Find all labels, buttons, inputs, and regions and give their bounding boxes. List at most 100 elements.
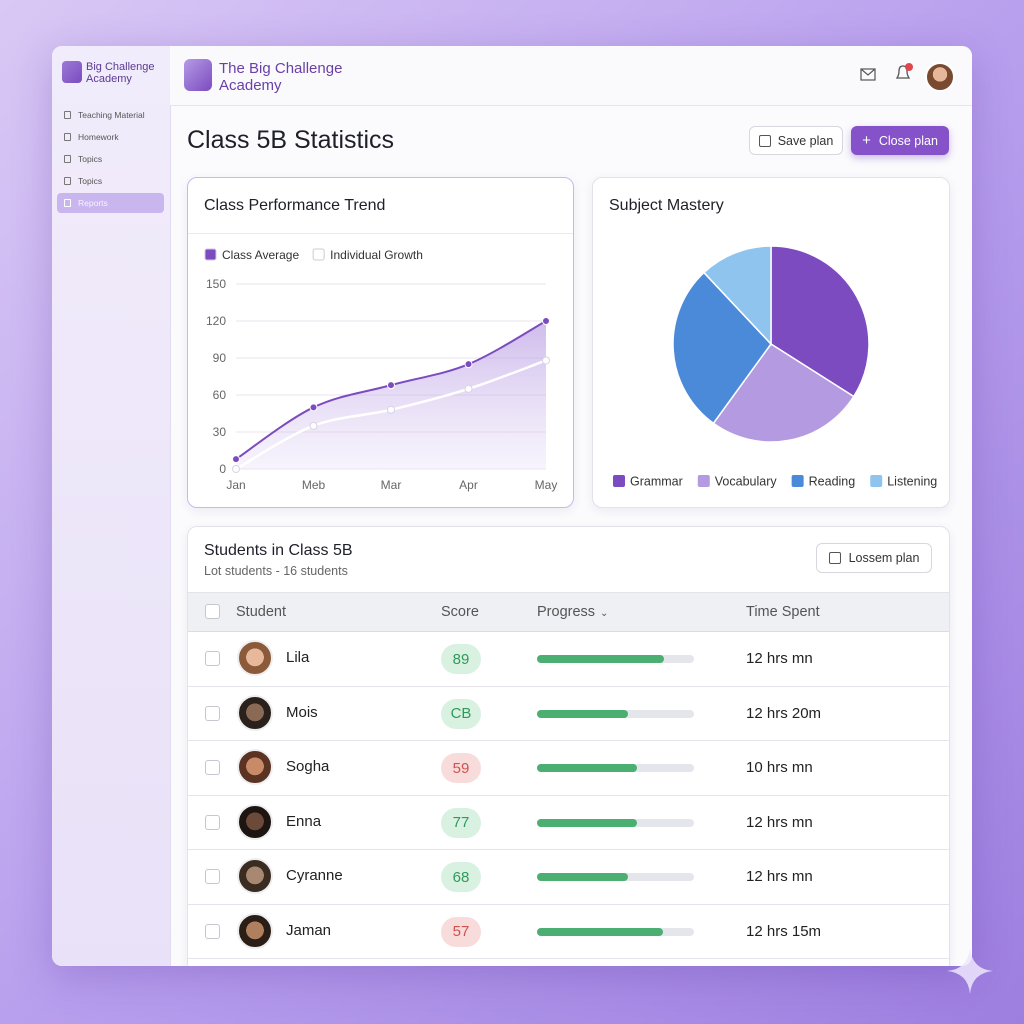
row-checkbox[interactable] <box>205 923 220 939</box>
nav-item[interactable]: Homework <box>57 127 164 147</box>
legend-swatch <box>697 475 710 487</box>
x-tick-label: Mar <box>381 478 402 492</box>
brand-name: Big Challenge Academy <box>86 61 155 85</box>
table-header: Student Score Progress ⌄ Time Spent <box>188 592 949 632</box>
row-checkbox[interactable] <box>205 705 220 721</box>
select-all-checkbox[interactable] <box>205 604 220 619</box>
nav-item[interactable]: Topics <box>57 171 164 191</box>
legend-label: Vocabulary <box>715 475 778 489</box>
lossem-plan-button[interactable]: Lossem plan <box>816 543 932 573</box>
student-name[interactable]: Mois <box>286 703 318 721</box>
series-area <box>236 321 546 469</box>
student-name[interactable]: Lila <box>286 649 310 666</box>
data-point <box>309 403 318 412</box>
column-header[interactable]: Score <box>441 604 479 620</box>
legend-label: Reading <box>809 475 856 489</box>
score-badge: 89 <box>441 644 481 674</box>
student-avatar <box>237 858 273 894</box>
data-point <box>464 384 473 393</box>
progress-track <box>537 873 694 881</box>
y-tick-label: 120 <box>206 314 226 328</box>
legend-swatch <box>613 475 625 487</box>
divider <box>188 233 573 234</box>
student-avatar <box>237 749 273 785</box>
data-point <box>309 421 318 430</box>
header-title: The Big Challenge Academy <box>219 60 343 94</box>
students-table: Student Score Progress ⌄ Time Spent Lila 8… <box>188 592 949 966</box>
time-spent: 12 hrs mn <box>746 868 813 885</box>
nav-label: Topics <box>78 176 103 186</box>
button-label: Lossem plan <box>848 551 920 565</box>
time-spent: 12 hrs mn <box>746 813 813 831</box>
y-tick-label: 90 <box>213 351 227 365</box>
progress-track <box>537 655 694 663</box>
button-label: Close plan <box>878 133 938 148</box>
x-tick-label: Meb <box>302 478 326 492</box>
x-tick-label: May <box>535 478 558 492</box>
legend-swatch <box>204 248 217 261</box>
student-avatar <box>237 694 273 731</box>
bell-icon[interactable] <box>893 62 915 84</box>
progress-fill <box>537 873 629 881</box>
score-badge: 77 <box>441 807 481 838</box>
nav-item[interactable]: Topics <box>57 149 164 169</box>
card-title: Subject Mastery <box>609 197 724 214</box>
user-avatar[interactable] <box>925 62 955 92</box>
student-name[interactable]: Jaman <box>286 921 332 939</box>
nav-item[interactable]: Reports <box>57 193 164 213</box>
legend-swatch <box>791 475 804 487</box>
nav-item[interactable]: Teaching Material <box>57 105 164 125</box>
nav-icon <box>64 199 71 207</box>
mail-icon[interactable] <box>860 68 876 82</box>
legend-swatch <box>312 248 325 261</box>
notification-dot <box>905 63 913 71</box>
mail-shape <box>860 68 876 81</box>
nav-label: Homework <box>78 132 119 142</box>
pie-slice <box>672 271 772 425</box>
column-header[interactable]: Student <box>236 604 286 620</box>
students-card: Students in Class 5B Lot students - 16 s… <box>187 526 950 966</box>
time-spent: 12 hrs 20m <box>746 704 822 722</box>
student-name[interactable]: Enna <box>286 812 322 830</box>
y-tick-label: 30 <box>213 425 227 439</box>
nav-icon <box>64 111 71 119</box>
save-plan-button[interactable]: Save plan <box>749 126 843 155</box>
student-name[interactable]: Sogha <box>286 758 330 775</box>
data-point <box>232 465 240 473</box>
column-header[interactable]: Progress ⌄ <box>537 604 608 620</box>
sparkle <box>947 948 993 994</box>
page-title: Class 5B Statistics <box>187 126 395 154</box>
header-logo <box>184 59 212 91</box>
brand-logo <box>62 61 82 83</box>
table-row: Mois CB 12 hrs 20m <box>188 686 949 741</box>
data-point <box>232 455 240 464</box>
student-name[interactable]: Cyranne <box>286 867 343 884</box>
legend-label: Grammar <box>630 475 683 489</box>
y-tick-label: 150 <box>206 277 226 291</box>
column-header[interactable]: Time Spent <box>746 604 820 620</box>
close-plan-button[interactable]: + Close plan <box>851 126 949 155</box>
progress-fill <box>537 764 638 772</box>
row-checkbox[interactable] <box>205 869 220 884</box>
score-badge: 68 <box>441 862 481 892</box>
progress-fill <box>537 927 663 936</box>
plus-icon: + <box>862 132 871 149</box>
pie-slice <box>712 342 855 443</box>
trend-card: Class Performance Trend 0 30 60 90 120 150 Jan… <box>187 177 574 508</box>
row-checkbox[interactable] <box>205 651 220 666</box>
x-tick-label: Jan <box>226 478 245 492</box>
table-row: Cyranne 68 12 hrs mn <box>188 850 949 905</box>
nav-label: Reports <box>78 198 108 208</box>
progress-fill <box>537 655 665 663</box>
time-spent: 12 hrs 15m <box>746 922 822 940</box>
row-checkbox[interactable] <box>205 814 220 830</box>
row-checkbox[interactable] <box>205 760 220 775</box>
pie-chart: Grammar Vocabulary Reading Listening <box>613 245 937 489</box>
student-avatar <box>237 912 273 949</box>
nav-label: Teaching Material <box>78 110 145 120</box>
data-point <box>387 381 395 390</box>
y-tick-label: 60 <box>213 388 227 402</box>
save-icon <box>758 134 771 147</box>
progress-fill <box>537 709 629 718</box>
